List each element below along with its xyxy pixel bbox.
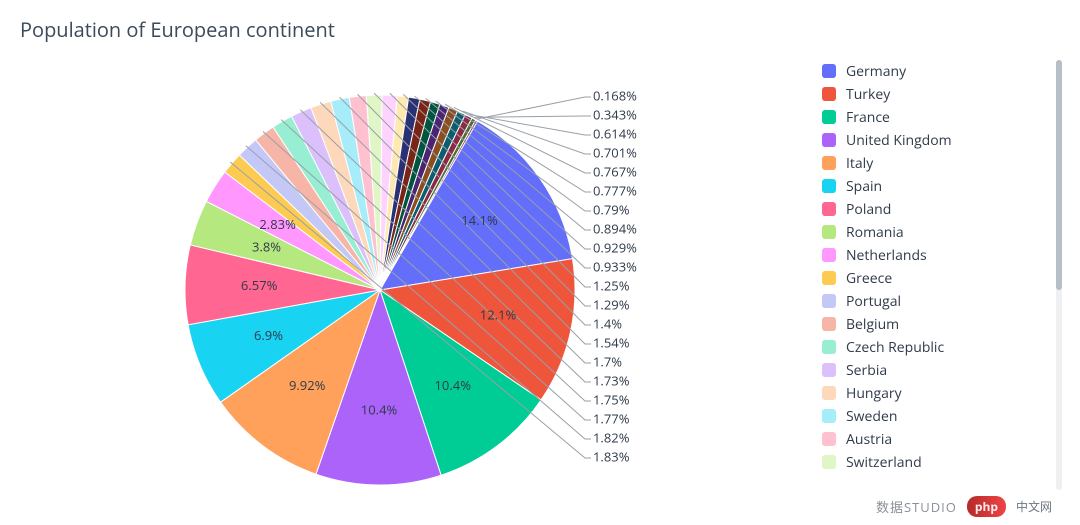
- slice-label-outside: 0.343%: [593, 105, 637, 123]
- legend-label: Romania: [846, 223, 904, 242]
- slice-label-inside: 2.83%: [259, 215, 296, 233]
- legend-panel: Germany Turkey France United Kingdom Italy Sp…: [822, 60, 1062, 490]
- slice-label-outside: 1.25%: [593, 276, 630, 294]
- legend-scrollbar[interactable]: [1056, 60, 1062, 490]
- legend-label: Portugal: [846, 292, 901, 311]
- slice-label-outside: 1.29%: [593, 295, 630, 313]
- pie-svg: 14.1% 12.1% 10.4% 10.4% 9.92% 6.9% 6.57% 3.8% 2.…: [40, 55, 780, 515]
- legend-swatch: [822, 432, 836, 446]
- slice-label-outside: 1.4%: [593, 314, 622, 332]
- legend-item[interactable]: Germany: [822, 60, 1062, 82]
- watermark-php-badge: php: [967, 496, 1006, 517]
- slice-label-outside: 1.75%: [593, 390, 630, 408]
- slice-label-outside: 0.933%: [593, 257, 637, 275]
- legend-swatch: [822, 340, 836, 354]
- slice-label-outside: 0.701%: [593, 143, 637, 161]
- slice-label-inside: 6.9%: [254, 326, 283, 344]
- legend-item[interactable]: Romania: [822, 221, 1062, 243]
- slice-label-inside: 12.1%: [480, 306, 517, 324]
- legend-label: Sweden: [846, 407, 897, 426]
- slice-label-inside: 6.57%: [241, 276, 278, 294]
- legend-item[interactable]: United Kingdom: [822, 129, 1062, 151]
- legend-item[interactable]: Spain: [822, 175, 1062, 197]
- legend-label: Poland: [846, 200, 891, 219]
- legend-swatch: [822, 271, 836, 285]
- legend-item[interactable]: Poland: [822, 198, 1062, 220]
- watermark-cn: 中文网: [1016, 498, 1052, 515]
- slice-label-inside: 3.8%: [252, 238, 281, 256]
- slice-label-outside: 1.82%: [593, 428, 630, 446]
- legend-swatch: [822, 64, 836, 78]
- legend-label: Italy: [846, 154, 873, 173]
- legend-swatch: [822, 317, 836, 331]
- legend-swatch: [822, 363, 836, 377]
- slice-label-outside: 1.7%: [593, 352, 622, 370]
- slice-label-outside: 0.614%: [593, 124, 637, 142]
- slice-label-outside: 1.83%: [593, 447, 630, 465]
- slice-label-outside: 0.168%: [593, 86, 637, 104]
- legend-label: Serbia: [846, 361, 887, 380]
- legend-label: Hungary: [846, 384, 902, 403]
- legend-item[interactable]: Italy: [822, 152, 1062, 174]
- slice-label-outside: 1.73%: [593, 371, 630, 389]
- legend-scroll-thumb[interactable]: [1056, 60, 1062, 290]
- legend-label: Turkey: [846, 85, 890, 104]
- legend-item[interactable]: Belgium: [822, 313, 1062, 335]
- legend-item[interactable]: France: [822, 106, 1062, 128]
- legend-swatch: [822, 202, 836, 216]
- legend-item[interactable]: Hungary: [822, 382, 1062, 404]
- legend-item[interactable]: Portugal: [822, 290, 1062, 312]
- legend-item[interactable]: Switzerland: [822, 451, 1062, 473]
- slice-label-inside: 10.4%: [434, 376, 471, 394]
- legend-item[interactable]: Turkey: [822, 83, 1062, 105]
- legend-item[interactable]: Netherlands: [822, 244, 1062, 266]
- legend-swatch: [822, 110, 836, 124]
- legend-item[interactable]: Sweden: [822, 405, 1062, 427]
- legend-swatch: [822, 179, 836, 193]
- legend-label: Belgium: [846, 315, 899, 334]
- chart-container: Population of European continent 14.1% 12…: [0, 0, 1080, 525]
- slice-label-outside: 0.767%: [593, 162, 637, 180]
- legend-swatch: [822, 225, 836, 239]
- legend-label: Germany: [846, 62, 906, 81]
- legend-swatch: [822, 133, 836, 147]
- legend-swatch: [822, 87, 836, 101]
- slice-label-inside: 14.1%: [461, 211, 498, 229]
- legend-item[interactable]: Serbia: [822, 359, 1062, 381]
- legend-label: United Kingdom: [846, 131, 952, 150]
- legend-swatch: [822, 455, 836, 469]
- slice-label-outside: 0.929%: [593, 238, 637, 256]
- legend-label: Greece: [846, 269, 892, 288]
- legend-item[interactable]: Greece: [822, 267, 1062, 289]
- legend-item[interactable]: Czech Republic: [822, 336, 1062, 358]
- slice-label-outside: 1.77%: [593, 409, 630, 427]
- legend-label: Spain: [846, 177, 882, 196]
- slice-label-outside: 0.79%: [593, 200, 630, 218]
- legend-label: Czech Republic: [846, 338, 944, 357]
- legend-label: Switzerland: [846, 453, 922, 472]
- watermark-php-label: php: [975, 498, 998, 515]
- watermarks: 数据STUDIO php 中文网: [876, 496, 1052, 517]
- legend-label: Austria: [846, 430, 892, 449]
- legend-list: Germany Turkey France United Kingdom Italy Sp…: [822, 60, 1062, 473]
- chart-title: Population of European continent: [20, 16, 335, 43]
- slice-leader: [478, 97, 591, 119]
- slice-label-outside: 1.54%: [593, 333, 630, 351]
- legend-swatch: [822, 409, 836, 423]
- watermark-studio: 数据STUDIO: [876, 497, 957, 516]
- slice-label-inside: 9.92%: [289, 376, 326, 394]
- slice-label-outside: 0.894%: [593, 219, 637, 237]
- legend-swatch: [822, 294, 836, 308]
- pie-chart: 14.1% 12.1% 10.4% 10.4% 9.92% 6.9% 6.57% 3.8% 2.…: [40, 55, 780, 515]
- legend-label: France: [846, 108, 890, 127]
- legend-swatch: [822, 156, 836, 170]
- legend-swatch: [822, 248, 836, 262]
- slice-label-outside: 0.777%: [593, 181, 637, 199]
- slice-label-inside: 10.4%: [361, 400, 398, 418]
- legend-label: Netherlands: [846, 246, 927, 265]
- legend-swatch: [822, 386, 836, 400]
- legend-item[interactable]: Austria: [822, 428, 1062, 450]
